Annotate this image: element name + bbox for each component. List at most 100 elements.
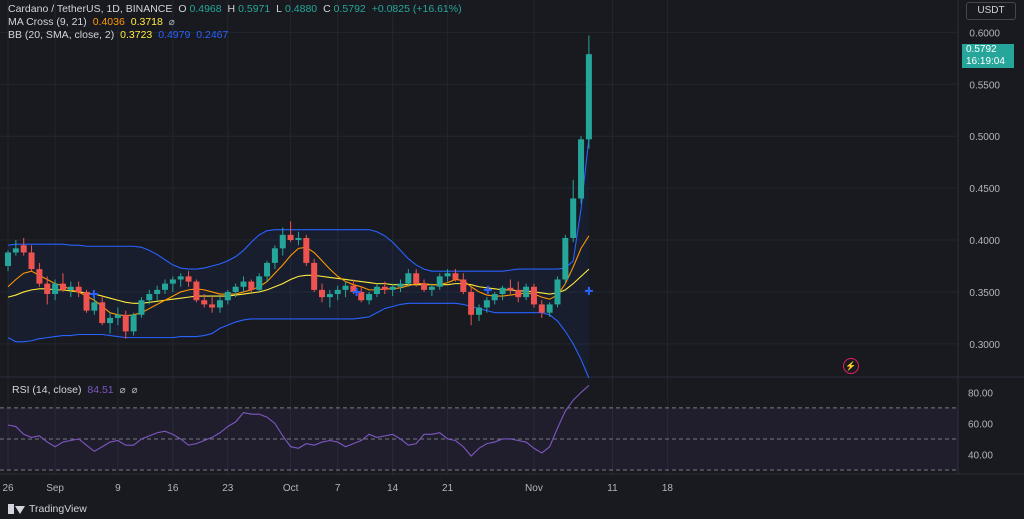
candle-body (397, 283, 404, 287)
tradingview-logo[interactable]: TradingView (8, 503, 87, 515)
rsi-axis[interactable]: 80.00 60.00 40.00 (968, 388, 993, 461)
bb-lower-value: 0.2467 (196, 29, 229, 41)
candle-body (562, 237, 569, 280)
candle-body (75, 286, 82, 292)
candle-body (107, 317, 114, 324)
open-value: 0.4968 (189, 3, 222, 15)
candle-body (224, 291, 231, 301)
candle-body (358, 291, 365, 301)
candle-body (240, 281, 247, 287)
bollinger-upper-line (7, 138, 590, 272)
time-axis[interactable]: 26 Sep 9 16 23 Oct 7 14 21 Nov 11 18 (2, 483, 673, 494)
last-price-tag: 0.5792 16:19:04 (962, 44, 1014, 68)
candle-body (311, 262, 318, 290)
candle-body (44, 283, 51, 295)
lightning-icon[interactable]: ⚡ (843, 358, 859, 374)
candle-body (334, 289, 341, 295)
change-value: +0.0825 (+16.61%) (371, 3, 462, 15)
ma-slow-line (7, 268, 590, 304)
candle-body (169, 279, 176, 284)
candle-body (366, 294, 373, 301)
bb-legend[interactable]: BB (20, SMA, close, 2) 0.3723 0.4979 0.2… (8, 29, 231, 41)
candle-body (177, 276, 184, 280)
candle-body (271, 248, 278, 263)
candle-body (5, 252, 11, 266)
candle-body (279, 234, 286, 249)
candle-body (36, 269, 43, 284)
candle-body (389, 286, 396, 290)
candle-body (523, 286, 530, 298)
ma-legend[interactable]: MA Cross (9, 21) 0.4036 0.3718 ⌀ (8, 16, 178, 28)
time-tick-label: 18 (662, 483, 674, 494)
time-tick-label: 14 (387, 483, 399, 494)
candle-body (319, 289, 325, 298)
bollinger-fill-area (8, 138, 589, 379)
symbol-title: Cardano / TetherUS, 1D, BINANCE (8, 3, 173, 15)
high-label: H (227, 3, 236, 15)
eye-slash-icon[interactable]: ⌀ (168, 17, 175, 28)
candle-body (256, 276, 263, 290)
candle-body (499, 287, 506, 295)
grid (0, 0, 1024, 475)
bollinger-fill (8, 138, 589, 379)
time-tick-label: 7 (335, 483, 341, 494)
rsi-label: RSI (14, close) (12, 384, 82, 396)
candle-body (67, 286, 74, 290)
candle-body (342, 285, 349, 290)
currency-button[interactable]: USDT (966, 2, 1016, 20)
candle-body (216, 300, 223, 308)
candle-body (491, 294, 498, 301)
rsi-band (0, 407, 958, 471)
candle-body (405, 273, 412, 284)
eye-slash-icon[interactable]: ⌀ (131, 385, 138, 396)
candle-body (413, 273, 420, 284)
bb-upper-value: 0.4979 (158, 29, 191, 41)
rsi-value: 84.51 (87, 384, 114, 396)
candle-body (52, 283, 59, 295)
time-tick-label: 11 (607, 483, 618, 494)
candle-body (554, 279, 561, 305)
ma-cross-marker (584, 286, 593, 295)
candle-body (295, 237, 302, 241)
price-tick-label: 0.3500 (969, 288, 1000, 299)
ma-label: MA Cross (9, 21) (8, 16, 87, 28)
price-tick-label: 0.5000 (969, 132, 1000, 143)
eye-slash-icon[interactable]: ⌀ (119, 385, 126, 396)
rsi-legend[interactable]: RSI (14, close) 84.51 ⌀ ⌀ (12, 384, 141, 396)
candle-body (130, 314, 137, 332)
candle-body (570, 198, 577, 238)
price-axis[interactable]: 0.6000 0.5500 0.5000 0.4500 0.4000 0.3500 0.30… (969, 28, 1000, 350)
candle-body (444, 273, 451, 277)
ma-cross-marker (89, 290, 98, 299)
candle-body (428, 286, 435, 290)
candle-body (59, 283, 66, 290)
price-tick-label: 0.3000 (969, 340, 1000, 351)
candle-body (476, 307, 482, 315)
candle-body (530, 286, 537, 305)
candle-body (585, 54, 592, 140)
candle-body (460, 279, 467, 292)
candle-body (154, 289, 161, 295)
rsi-tick-label: 80.00 (968, 388, 993, 399)
low-label: L (276, 3, 283, 15)
price-tick-label: 0.6000 (969, 28, 1000, 39)
candle-body (28, 252, 35, 270)
candle-body (122, 314, 129, 332)
ma-fast-value: 0.4036 (92, 16, 125, 28)
high-value: 0.5971 (238, 3, 271, 15)
candle-body (287, 234, 294, 241)
candle-body (162, 283, 168, 290)
candle-body (248, 281, 255, 290)
ma-cross-marker (483, 285, 492, 294)
candle-body (91, 302, 98, 311)
candle-body (193, 281, 200, 301)
time-tick-label: 9 (115, 483, 121, 494)
candle-body (452, 273, 459, 280)
candle-body (350, 285, 357, 292)
symbol-legend[interactable]: Cardano / TetherUS, 1D, BINANCE O 0.4968 … (8, 3, 465, 15)
open-label: O (178, 3, 187, 15)
candle-body (538, 304, 545, 313)
candle-body (146, 294, 153, 301)
bollinger-bands (7, 138, 590, 379)
